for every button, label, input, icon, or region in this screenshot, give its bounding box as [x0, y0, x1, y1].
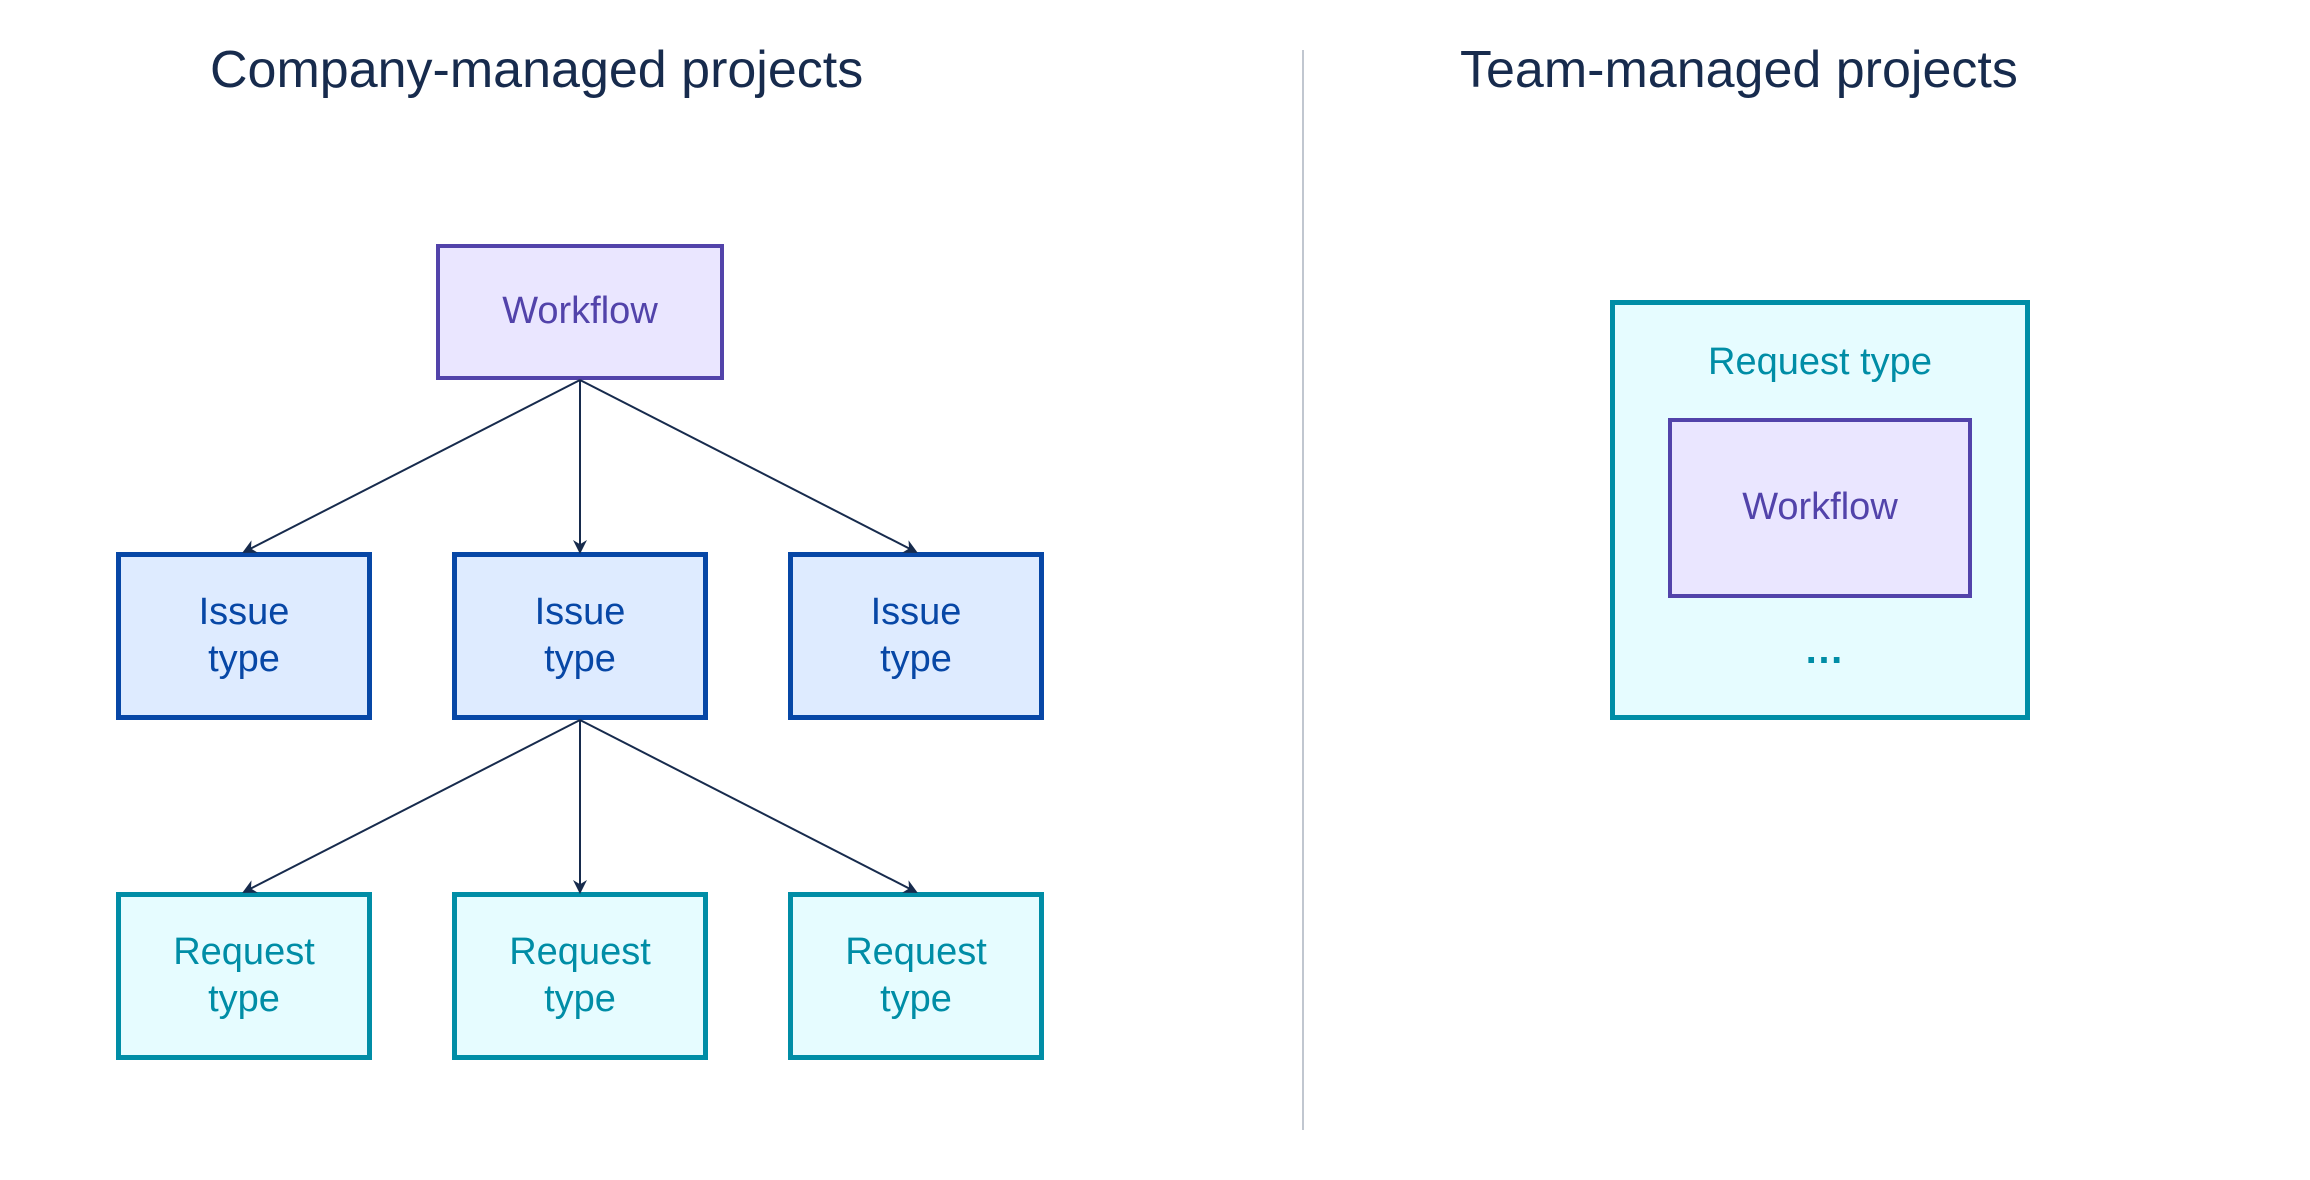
request-type-label-1: Request type — [173, 929, 315, 1024]
request-type-box-2: Request type — [452, 892, 708, 1060]
workflow-inner-label: Workflow — [1742, 484, 1898, 532]
workflow-inner-box: Workflow — [1668, 418, 1972, 598]
issue-type-box-1: Issue type — [116, 552, 372, 720]
request-type-label-3: Request type — [845, 929, 987, 1024]
request-type-label-2: Request type — [509, 929, 651, 1024]
issue-type-label-1: Issue type — [199, 589, 290, 684]
left-title: Company-managed projects — [210, 40, 863, 100]
request-type-box-3: Request type — [788, 892, 1044, 1060]
right-title: Team-managed projects — [1460, 40, 2018, 100]
request-type-box-1: Request type — [116, 892, 372, 1060]
ellipsis-icon: … — [1804, 628, 1844, 673]
workflow-label: Workflow — [502, 288, 658, 336]
vertical-divider — [1302, 50, 1304, 1130]
request-type-container-label: Request type — [1615, 339, 2025, 387]
issue-type-box-3: Issue type — [788, 552, 1044, 720]
diagram-canvas: Company-managed projects Team-managed pr… — [0, 0, 2310, 1180]
issue-type-label-2: Issue type — [535, 589, 626, 684]
issue-type-label-3: Issue type — [871, 589, 962, 684]
issue-type-box-2: Issue type — [452, 552, 708, 720]
workflow-box: Workflow — [436, 244, 724, 380]
